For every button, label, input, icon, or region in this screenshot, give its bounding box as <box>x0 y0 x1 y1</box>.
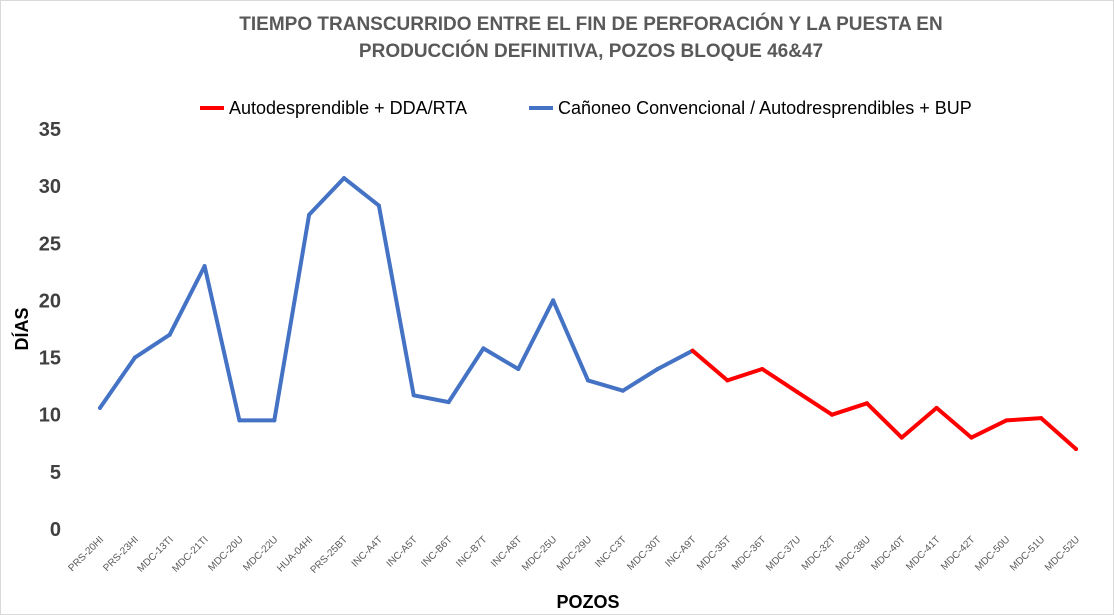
y-tick-label: 15 <box>39 348 61 370</box>
data-point <box>586 378 590 383</box>
y-tick-label: 30 <box>39 176 61 198</box>
x-tick-label: INC-A4T <box>350 534 385 569</box>
data-point <box>98 405 102 410</box>
x-axis-title: POZOS <box>556 592 619 612</box>
data-point <box>167 332 172 337</box>
data-point <box>760 367 765 371</box>
x-tick-label: MDC-32T <box>800 534 838 572</box>
data-point <box>934 405 939 410</box>
x-tick-label: MDC-25U <box>520 534 559 573</box>
data-point <box>446 400 451 405</box>
data-point <box>376 203 381 208</box>
data-point <box>655 367 660 371</box>
data-point <box>620 388 625 393</box>
x-tick-label: MDC-21TI <box>170 534 210 574</box>
data-point <box>202 264 207 269</box>
data-point <box>690 348 695 353</box>
x-tick-label: MDC-22U <box>241 534 280 573</box>
y-tick-label: 5 <box>50 462 61 484</box>
data-point <box>307 212 312 217</box>
y-tick-label: 10 <box>39 405 61 427</box>
x-tick-label: INC-C3T <box>593 534 629 570</box>
y-tick-label: 0 <box>50 519 61 541</box>
x-tick-label: MDC-52U <box>1043 534 1082 573</box>
y-tick-label: 25 <box>39 233 61 255</box>
data-point <box>795 389 800 394</box>
data-point <box>132 355 137 360</box>
x-tick-label: MDC-37U <box>764 534 803 573</box>
data-point <box>551 298 556 303</box>
y-axis-ticks: 0 5 10 15 20 25 30 35 <box>39 119 61 541</box>
y-tick-label: 35 <box>39 119 61 141</box>
x-tick-label: INC-A5T <box>385 534 420 569</box>
data-point <box>342 176 346 181</box>
x-tick-label: MDC-42T <box>939 534 977 572</box>
x-tick-label: INC-A8T <box>489 534 524 569</box>
data-point <box>969 435 974 440</box>
y-tick-label: 20 <box>39 290 61 312</box>
data-point <box>725 378 730 383</box>
y-axis-title: DÍAS <box>11 307 32 350</box>
data-point <box>516 367 521 371</box>
data-point <box>899 435 904 440</box>
x-tick-label: INC-B6T <box>419 534 454 569</box>
x-axis-ticks: PRS-20HIPRS-23HIMDC-13TIMDC-21TIMDC-20UM… <box>67 534 1083 576</box>
chart-title-line-2: PRODUCCIÓN DEFINITIVA, POZOS BLOQUE 46&4… <box>359 40 823 62</box>
data-point <box>481 346 486 351</box>
data-point <box>1074 447 1078 451</box>
data-point <box>864 401 869 406</box>
x-tick-label: MDC-36T <box>730 534 768 572</box>
series-line-1 <box>98 176 695 423</box>
legend-label-canoneo: Cañoneo Convencional / Autodresprendible… <box>558 98 972 118</box>
legend: Autodesprendible + DDA/RTA Cañoneo Conve… <box>200 98 972 118</box>
x-tick-label: MDC-30T <box>625 534 663 572</box>
x-tick-label: MDC-29U <box>555 534 594 573</box>
x-tick-label: MDC-20U <box>206 534 245 573</box>
x-tick-label: MDC-50U <box>973 534 1012 573</box>
data-point <box>272 418 277 423</box>
x-tick-label: INC-B7T <box>454 534 489 569</box>
x-tick-label: MDC-41T <box>904 534 942 572</box>
x-tick-label: PRS-23HI <box>101 534 141 574</box>
x-tick-label: PRS-20HI <box>67 534 107 574</box>
data-point <box>830 412 834 417</box>
legend-label-autodesprendible: Autodesprendible + DDA/RTA <box>229 98 467 118</box>
data-point <box>237 418 242 423</box>
x-tick-label: MDC-35T <box>695 534 733 572</box>
x-tick-label: INC-A9T <box>663 534 698 569</box>
x-tick-label: PRS-25BT <box>309 534 351 576</box>
data-point <box>1004 418 1009 423</box>
chart-title-line-1: TIEMPO TRANSCURRIDO ENTRE EL FIN DE PERF… <box>239 13 942 35</box>
x-tick-label: MDC-51U <box>1008 534 1047 573</box>
data-point <box>411 393 416 398</box>
x-tick-label: MDC-38U <box>834 534 873 573</box>
series-line-0 <box>690 348 1078 451</box>
series-layer <box>98 176 1078 451</box>
x-tick-label: MDC-13TI <box>135 534 175 574</box>
x-tick-label: MDC-40T <box>869 534 907 572</box>
data-point <box>1039 416 1044 421</box>
